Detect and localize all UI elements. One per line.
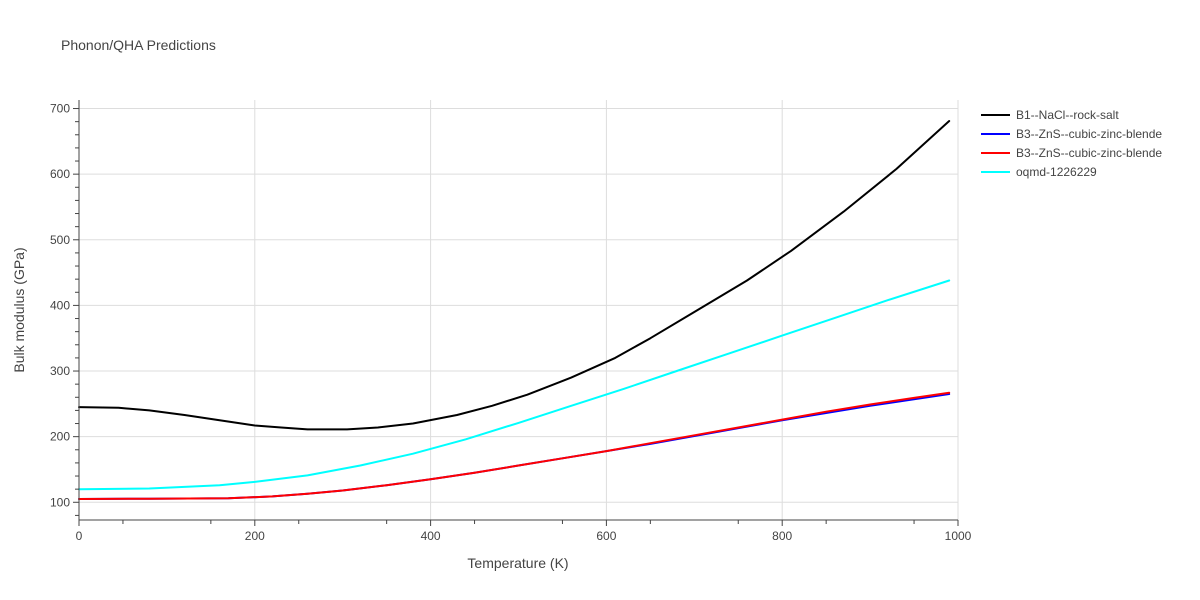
x-tick-label: 1000 (945, 529, 972, 543)
y-axis-title: Bulk modulus (GPa) (11, 247, 27, 372)
x-tick-label: 400 (421, 529, 441, 543)
series-lines (78, 120, 951, 500)
y-tick-label: 400 (50, 298, 70, 312)
x-tick-label: 800 (772, 529, 792, 543)
x-tick-label: 200 (245, 529, 265, 543)
legend-item[interactable]: oqmd-1226229 (981, 165, 1097, 179)
ticks: 0 200 400 600 800 1000 100 200 300 400 500 600 700 (50, 102, 972, 543)
series-line-2[interactable] (78, 391, 951, 500)
legend-item[interactable]: B3--ZnS--cubic-zinc-blende (981, 127, 1162, 141)
series-line-0[interactable] (78, 120, 951, 431)
chart-title: Phonon/QHA Predictions (61, 37, 216, 53)
grid (79, 100, 959, 520)
series-line-3[interactable] (78, 279, 951, 491)
legend[interactable]: B1--NaCl--rock-salt B3--ZnS--cubic-zinc-b… (981, 108, 1162, 179)
y-tick-label: 100 (50, 495, 70, 509)
y-tick-label: 500 (50, 233, 70, 247)
y-tick-label: 600 (50, 167, 70, 181)
legend-label: oqmd-1226229 (1016, 165, 1097, 179)
legend-label: B3--ZnS--cubic-zinc-blende (1016, 146, 1162, 160)
y-tick-label: 200 (50, 430, 70, 444)
legend-label: B1--NaCl--rock-salt (1016, 108, 1119, 122)
legend-item[interactable]: B3--ZnS--cubic-zinc-blende (981, 146, 1162, 160)
x-tick-label: 0 (76, 529, 83, 543)
legend-item[interactable]: B1--NaCl--rock-salt (981, 108, 1119, 122)
x-axis-title: Temperature (K) (467, 555, 568, 571)
series-line-1[interactable] (78, 393, 951, 500)
legend-label: B3--ZnS--cubic-zinc-blende (1016, 127, 1162, 141)
axes (78, 100, 958, 521)
x-tick-label: 600 (596, 529, 616, 543)
y-tick-label: 300 (50, 364, 70, 378)
y-tick-label: 700 (50, 102, 70, 116)
